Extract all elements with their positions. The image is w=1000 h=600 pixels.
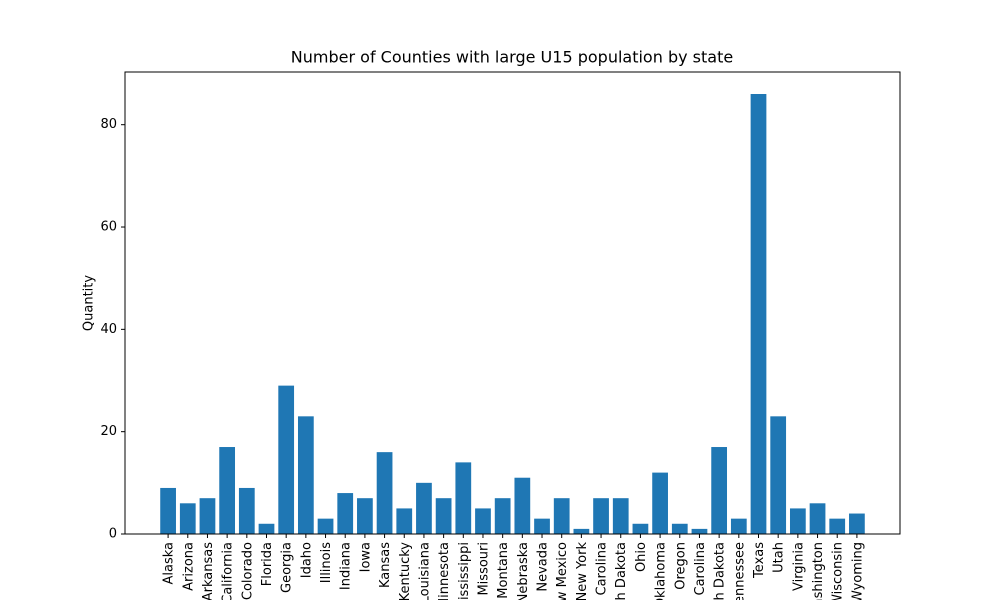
y-axis-label: Quantity — [82, 275, 97, 331]
x-tick-label: Colorado — [240, 542, 255, 600]
bar — [711, 447, 728, 534]
x-tick-label: Oklahoma — [654, 542, 669, 600]
bar — [416, 482, 432, 534]
x-tick-label: Illinois — [319, 542, 334, 583]
bar — [534, 518, 550, 534]
bar — [376, 452, 393, 534]
x-tick-label: Georgia — [280, 542, 295, 593]
x-tick-label: Mississippi — [457, 542, 472, 600]
x-tick-label: North Carolina — [595, 542, 610, 600]
x-tick-label: North Dakota — [614, 542, 629, 600]
bar — [691, 528, 708, 534]
bar — [297, 416, 314, 534]
x-tick-label: Kansas — [378, 542, 393, 588]
bar — [475, 508, 491, 534]
x-tick-label: South Dakota — [713, 542, 728, 600]
x-tick-label: Wisconsin — [831, 542, 846, 600]
x-tick-label: Idaho — [299, 542, 314, 578]
bar — [337, 493, 354, 534]
bar — [514, 477, 531, 534]
x-tick-label: Montana — [496, 542, 511, 599]
bar — [770, 416, 787, 534]
bar — [179, 503, 196, 534]
x-tick-label: Oregon — [673, 542, 688, 590]
y-tick-label: 80 — [100, 117, 117, 132]
bar — [494, 498, 511, 534]
plot-frame — [124, 71, 901, 535]
bar — [278, 385, 295, 534]
bar — [789, 508, 806, 534]
bar — [357, 498, 373, 534]
bar — [553, 498, 570, 534]
bar — [199, 498, 216, 534]
bar — [671, 523, 688, 534]
x-tick-label: Tennessee — [732, 542, 747, 600]
x-tick-label: Indiana — [339, 542, 354, 590]
bar — [809, 503, 826, 534]
bar — [730, 518, 747, 534]
bar — [632, 523, 649, 534]
chart-title: Number of Counties with large U15 popula… — [291, 48, 733, 67]
x-tick-label: Kentucky — [398, 542, 413, 600]
x-tick-label: Ohio — [634, 542, 649, 572]
bar — [849, 513, 865, 534]
x-tick-label: Nebraska — [516, 542, 531, 600]
x-tick-label: Wyoming — [850, 542, 865, 600]
bar — [829, 518, 846, 534]
x-tick-label: Iowa — [358, 542, 373, 572]
y-tick-label: 60 — [100, 220, 117, 235]
x-tick-label: Arkansas — [201, 542, 216, 600]
x-tick-label: Alaska — [162, 542, 177, 585]
x-tick-label: Nevada — [536, 542, 551, 592]
x-tick-label: Washington — [811, 542, 826, 600]
x-tick-label: Virginia — [791, 542, 806, 591]
bar — [573, 528, 590, 534]
bar — [455, 462, 472, 534]
x-tick-label: Utah — [772, 542, 787, 573]
x-tick-label: California — [221, 542, 236, 600]
bar — [238, 487, 255, 534]
x-tick-label: New York — [575, 542, 590, 600]
bar — [219, 447, 236, 534]
x-tick-label: Minnesota — [437, 542, 452, 600]
y-tick-label: 0 — [109, 527, 117, 542]
x-tick-label: Texas — [752, 542, 767, 579]
x-tick-label: New Mexico — [555, 542, 570, 600]
bar — [612, 498, 629, 534]
x-tick-label: Arizona — [181, 542, 196, 591]
bar — [435, 498, 452, 534]
x-tick-label: Louisiana — [417, 542, 432, 600]
y-tick-label: 20 — [100, 424, 117, 439]
bar — [652, 472, 668, 534]
bar — [750, 94, 767, 534]
y-tick-label: 40 — [100, 322, 117, 337]
x-tick-label: South Carolina — [693, 542, 708, 600]
x-tick-label: Florida — [260, 542, 275, 586]
bar — [396, 508, 413, 534]
bar — [160, 487, 176, 534]
x-tick-label: Missouri — [476, 542, 491, 596]
bar — [593, 498, 609, 534]
bar — [317, 518, 334, 534]
bar — [258, 523, 275, 534]
